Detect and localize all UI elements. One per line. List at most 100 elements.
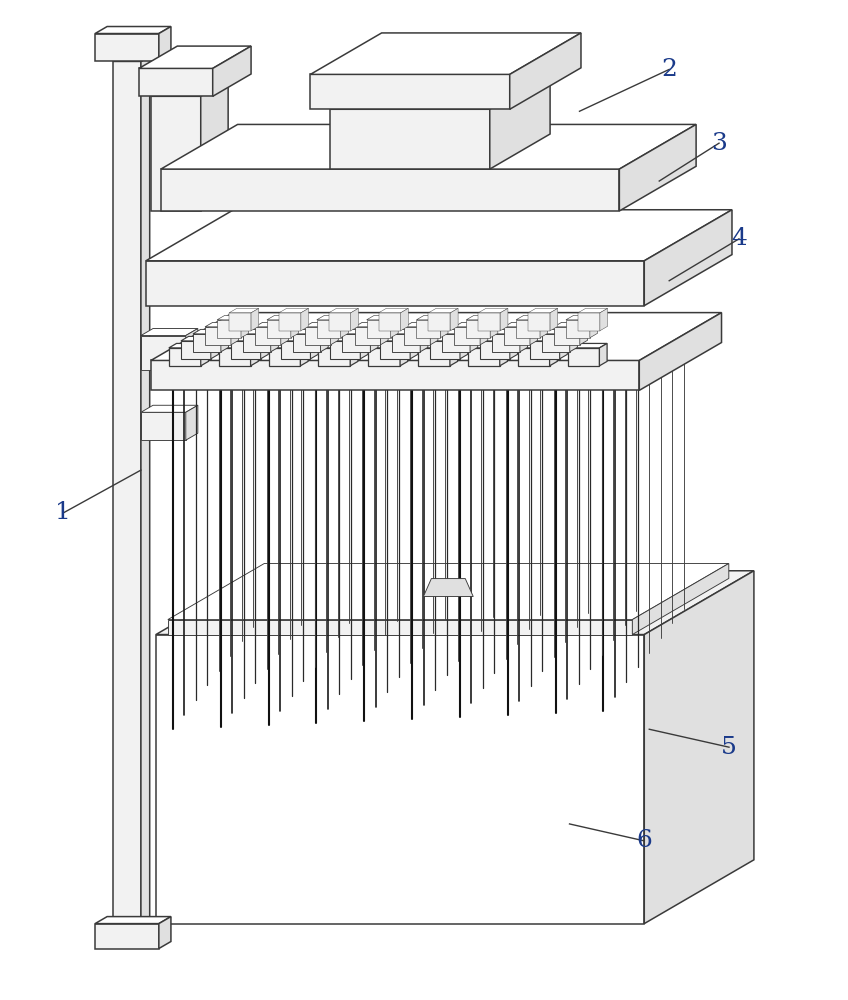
Polygon shape: [141, 405, 198, 412]
Polygon shape: [255, 322, 288, 327]
Polygon shape: [520, 329, 527, 352]
Polygon shape: [181, 336, 219, 341]
Polygon shape: [468, 348, 499, 366]
Polygon shape: [379, 308, 408, 313]
Polygon shape: [113, 61, 141, 924]
Polygon shape: [331, 109, 490, 169]
Text: 3: 3: [711, 132, 727, 155]
Polygon shape: [528, 308, 558, 313]
Polygon shape: [530, 336, 567, 341]
Polygon shape: [161, 169, 619, 211]
Polygon shape: [213, 46, 251, 96]
Polygon shape: [281, 322, 288, 345]
Polygon shape: [600, 343, 607, 366]
Polygon shape: [95, 27, 171, 34]
Polygon shape: [542, 334, 570, 352]
Polygon shape: [416, 315, 448, 320]
Polygon shape: [113, 56, 150, 61]
Polygon shape: [231, 322, 238, 345]
Polygon shape: [304, 327, 331, 345]
Polygon shape: [530, 322, 538, 345]
Polygon shape: [293, 334, 321, 352]
Polygon shape: [95, 34, 159, 61]
Polygon shape: [368, 348, 400, 366]
Polygon shape: [300, 343, 308, 366]
Polygon shape: [343, 329, 378, 334]
Polygon shape: [281, 336, 318, 341]
Polygon shape: [430, 341, 460, 359]
Text: 6: 6: [636, 829, 652, 852]
Text: 1: 1: [55, 501, 71, 524]
Polygon shape: [381, 322, 388, 345]
Polygon shape: [317, 315, 349, 320]
Polygon shape: [318, 343, 358, 348]
Polygon shape: [205, 322, 238, 327]
Polygon shape: [550, 343, 557, 366]
Polygon shape: [193, 329, 229, 334]
Polygon shape: [466, 320, 490, 338]
Polygon shape: [217, 320, 241, 338]
Polygon shape: [304, 322, 338, 327]
Polygon shape: [504, 327, 530, 345]
Polygon shape: [341, 315, 349, 338]
Polygon shape: [379, 313, 400, 331]
Polygon shape: [151, 80, 228, 96]
Polygon shape: [243, 329, 278, 334]
Polygon shape: [271, 329, 278, 352]
Polygon shape: [619, 124, 696, 211]
Polygon shape: [492, 334, 520, 352]
Polygon shape: [644, 571, 754, 924]
Polygon shape: [205, 327, 231, 345]
Polygon shape: [168, 563, 728, 620]
Polygon shape: [400, 308, 408, 331]
Polygon shape: [219, 348, 250, 366]
Polygon shape: [455, 327, 480, 345]
Polygon shape: [450, 343, 458, 366]
Polygon shape: [550, 308, 558, 331]
Polygon shape: [186, 405, 198, 440]
Polygon shape: [255, 327, 281, 345]
Polygon shape: [151, 360, 639, 390]
Polygon shape: [393, 329, 428, 334]
Polygon shape: [141, 56, 150, 924]
Polygon shape: [360, 336, 368, 359]
Polygon shape: [146, 210, 732, 261]
Polygon shape: [580, 322, 588, 345]
Polygon shape: [159, 27, 171, 61]
Polygon shape: [423, 579, 473, 597]
Polygon shape: [400, 343, 408, 366]
Polygon shape: [416, 320, 440, 338]
Polygon shape: [217, 315, 248, 320]
Polygon shape: [201, 80, 228, 211]
Polygon shape: [141, 412, 186, 440]
Polygon shape: [329, 308, 359, 313]
Polygon shape: [380, 336, 418, 341]
Polygon shape: [570, 329, 577, 352]
Polygon shape: [231, 336, 268, 341]
Polygon shape: [331, 322, 338, 345]
Polygon shape: [181, 341, 211, 359]
Polygon shape: [371, 329, 378, 352]
Polygon shape: [644, 210, 732, 306]
Polygon shape: [455, 322, 488, 327]
Polygon shape: [260, 336, 268, 359]
Polygon shape: [430, 322, 438, 345]
Polygon shape: [243, 334, 271, 352]
Polygon shape: [639, 313, 722, 390]
Polygon shape: [530, 341, 560, 359]
Polygon shape: [241, 315, 248, 338]
Polygon shape: [567, 348, 600, 366]
Polygon shape: [468, 343, 507, 348]
Polygon shape: [251, 308, 259, 331]
Polygon shape: [310, 336, 318, 359]
Polygon shape: [428, 308, 458, 313]
Polygon shape: [442, 329, 477, 334]
Text: 5: 5: [721, 736, 737, 759]
Polygon shape: [351, 308, 359, 331]
Polygon shape: [331, 74, 550, 109]
Polygon shape: [193, 334, 220, 352]
Polygon shape: [186, 329, 198, 370]
Polygon shape: [633, 563, 728, 635]
Polygon shape: [528, 313, 550, 331]
Polygon shape: [418, 348, 450, 366]
